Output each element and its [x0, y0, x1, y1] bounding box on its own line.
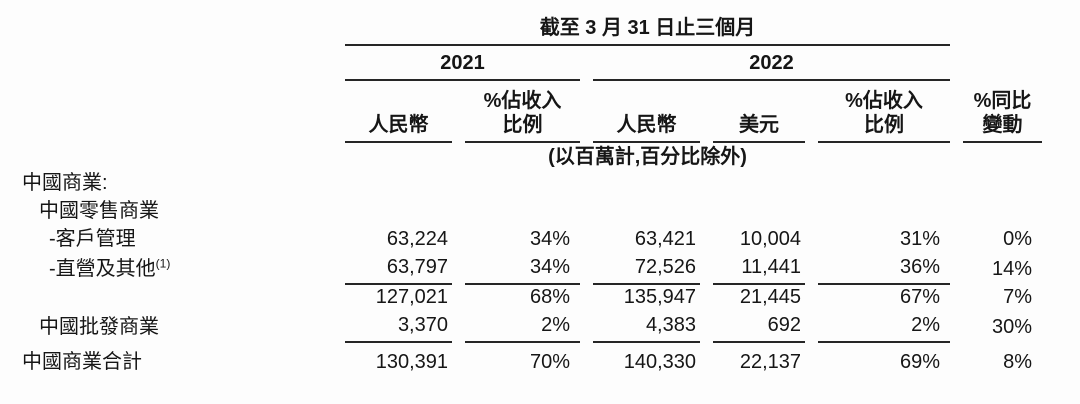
- footnote-marker: (1): [155, 256, 171, 271]
- cell-usd-2022: 10,004: [739, 228, 801, 250]
- cell-pct-2022: 2%: [818, 313, 951, 343]
- cell-pct-2021: 34%: [465, 255, 580, 285]
- cell-rmb-2021: 130,391: [375, 351, 448, 373]
- cell-yoy: 7%: [1003, 286, 1033, 308]
- empty-cell: [593, 199, 700, 227]
- row-label: 中國商業合計: [22, 351, 142, 373]
- row-label: 中國零售商業: [39, 200, 159, 222]
- empty-cell: [818, 171, 950, 199]
- col-header-usd-2022: 美元: [713, 81, 805, 143]
- col-header-label: %同比: [973, 90, 1032, 112]
- empty-cell: [345, 171, 452, 199]
- table-row-years: 2021 2022: [13, 46, 1042, 81]
- cell-rmb-2021: 127,021: [375, 286, 448, 308]
- table-row: 中國商業:: [13, 171, 1042, 199]
- spacer-cell: [13, 6, 332, 46]
- table-row: 中國零售商業: [13, 199, 1042, 227]
- cell-pct-2022: 67%: [899, 286, 941, 308]
- cell-rmb-2021: 3,370: [345, 313, 452, 343]
- cell-usd-2022: 21,445: [739, 286, 801, 308]
- col-header-label: 人民幣: [616, 114, 677, 136]
- cell-yoy: 0%: [1003, 228, 1033, 250]
- col-header-label: 人民幣: [368, 114, 429, 136]
- row-label: -客戶管理: [49, 228, 136, 250]
- empty-cell: [593, 171, 700, 199]
- unit-note: (以百萬計,百分比除外): [548, 146, 747, 168]
- cell-pct-2021: 70%: [529, 351, 570, 373]
- table-row: 中國批發商業 3,370 2% 4,383 692 2% 30%: [13, 313, 1042, 343]
- spacer-cell: [963, 143, 1042, 171]
- cell-rmb-2022: 72,526: [593, 255, 700, 285]
- cell-rmb-2021: 63,224: [386, 228, 448, 250]
- cell-pct-2021: 68%: [529, 286, 570, 308]
- spacer-cell: [13, 46, 332, 81]
- col-header-label: 比例: [864, 114, 904, 136]
- cell-rmb-2022: 63,421: [634, 228, 696, 250]
- col-header-rmb-2022: 人民幣: [593, 81, 700, 143]
- row-label: 中國批發商業: [39, 316, 159, 338]
- table-row-period: 截至 3 月 31 日止三個月: [13, 6, 1042, 46]
- cell-yoy: 14%: [991, 258, 1033, 280]
- cell-pct-2022: 69%: [899, 351, 941, 373]
- col-header-label: 變動: [982, 114, 1023, 136]
- empty-cell: [713, 199, 805, 227]
- cell-usd-2022: 692: [713, 313, 805, 343]
- cell-rmb-2022: 140,330: [623, 351, 696, 373]
- cell-pct-2021: 34%: [529, 228, 570, 250]
- spacer-cell: [13, 81, 332, 143]
- row-label: [13, 285, 332, 313]
- cell-pct-2022: 31%: [899, 228, 941, 250]
- empty-cell: [818, 199, 950, 227]
- year-2022-header: 2022: [593, 46, 951, 81]
- row-label: -直營及其他(1): [13, 255, 332, 285]
- col-header-label: 比例: [502, 114, 543, 136]
- cell-rmb-2022: 135,947: [623, 286, 696, 308]
- empty-cell: [963, 199, 1042, 227]
- col-header-label: %佔收入: [845, 90, 923, 112]
- cell-usd-2022: 11,441: [713, 255, 805, 285]
- table-row-subtotal: 127,021 68% 135,947 21,445 67% 7%: [13, 285, 1042, 313]
- table-row-column-headers: 人民幣 %佔收入 比例 人民幣 美元 %佔收入 比例 %同比 變動: [13, 81, 1043, 143]
- cell-yoy: 30%: [991, 316, 1033, 338]
- col-header-rmb-2021: 人民幣: [345, 81, 452, 143]
- empty-cell: [465, 199, 580, 227]
- period-header: 截至 3 月 31 日止三個月: [345, 6, 951, 46]
- year-2021-header: 2021: [345, 46, 580, 81]
- report-page: 截至 3 月 31 日止三個月 2021 2022 人民幣 %佔收入 比例 人民…: [0, 6, 1080, 404]
- cell-yoy: 8%: [1003, 351, 1033, 373]
- table-row: -直營及其他(1) 63,797 34% 72,526 11,441 36% 1…: [13, 255, 1042, 285]
- spacer-cell: [963, 46, 1042, 81]
- spacer-cell: [13, 143, 332, 171]
- row-label: 中國商業:: [22, 172, 108, 194]
- cell-rmb-2022: 4,383: [593, 313, 700, 343]
- col-header-pct-2022: %佔收入 比例: [818, 81, 951, 143]
- empty-cell: [713, 171, 805, 199]
- empty-cell: [345, 199, 452, 227]
- col-header-label: %佔收入: [483, 90, 562, 112]
- row-label-text: -直營及其他: [49, 258, 156, 280]
- col-header-yoy: %同比 變動: [963, 81, 1043, 143]
- cell-pct-2021: 2%: [465, 313, 580, 343]
- empty-cell: [963, 171, 1042, 199]
- table-row: -客戶管理 63,224 34% 63,421 10,004 31% 0%: [13, 227, 1042, 255]
- cell-pct-2022: 36%: [818, 255, 951, 285]
- table-row-unit-note: (以百萬計,百分比除外): [13, 143, 1042, 171]
- financial-table: 截至 3 月 31 日止三個月 2021 2022 人民幣 %佔收入 比例 人民…: [0, 6, 1055, 378]
- col-header-pct-2021: %佔收入 比例: [465, 81, 580, 143]
- cell-usd-2022: 22,137: [739, 351, 801, 373]
- table-row-total: 中國商業合計 130,391 70% 140,330 22,137 69% 8%: [13, 343, 1042, 378]
- empty-cell: [465, 171, 580, 199]
- col-header-label: 美元: [739, 114, 779, 136]
- spacer-cell: [963, 6, 1042, 46]
- cell-rmb-2021: 63,797: [345, 255, 452, 285]
